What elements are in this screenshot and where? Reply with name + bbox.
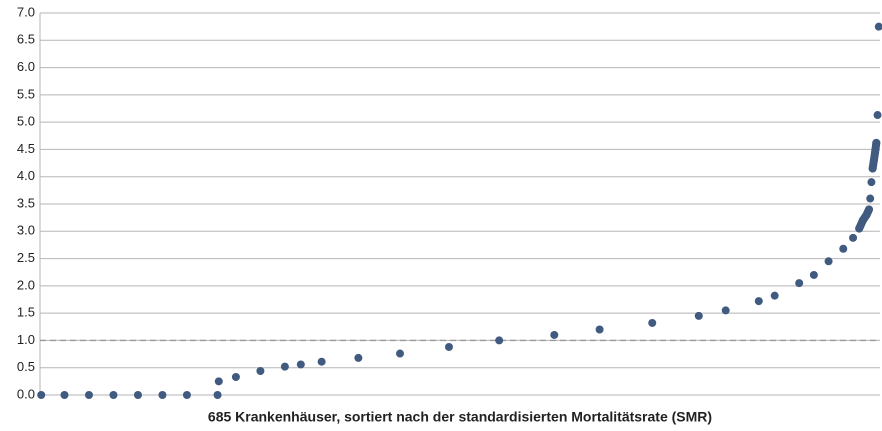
data-point bbox=[60, 391, 69, 399]
data-point bbox=[84, 391, 93, 399]
data-point bbox=[839, 244, 848, 253]
y-tick-label: 3.0 bbox=[17, 223, 35, 238]
data-point bbox=[868, 164, 877, 173]
data-point bbox=[396, 349, 404, 358]
data-point bbox=[495, 336, 504, 345]
y-tick-label: 7.0 bbox=[17, 4, 35, 19]
data-point bbox=[550, 330, 559, 339]
data-point bbox=[871, 148, 880, 157]
data-point bbox=[280, 362, 289, 371]
data-point bbox=[855, 224, 864, 233]
data-point bbox=[37, 391, 46, 399]
data-point bbox=[874, 22, 882, 31]
y-tick-label: 2.0 bbox=[17, 277, 35, 292]
data-point bbox=[824, 257, 833, 266]
data-point bbox=[809, 270, 818, 279]
y-tick-label: 2.5 bbox=[17, 250, 35, 265]
data-point bbox=[795, 279, 804, 288]
y-tick-label: 4.5 bbox=[17, 141, 35, 156]
data-point bbox=[133, 391, 142, 399]
data-point bbox=[867, 178, 876, 187]
y-tick-label: 5.0 bbox=[17, 114, 35, 129]
data-point bbox=[354, 353, 363, 362]
data-point bbox=[866, 194, 875, 203]
y-tick-label: 3.5 bbox=[17, 195, 35, 210]
data-point bbox=[694, 311, 703, 320]
data-point bbox=[158, 391, 167, 399]
data-point bbox=[864, 205, 873, 214]
data-point bbox=[317, 357, 326, 366]
data-point bbox=[444, 342, 453, 351]
data-point bbox=[231, 372, 240, 381]
y-tick-label: 0.0 bbox=[17, 386, 35, 401]
y-tick-label: 6.0 bbox=[17, 59, 35, 74]
data-point bbox=[182, 391, 191, 399]
y-tick-label: 4.0 bbox=[17, 168, 35, 183]
data-point bbox=[648, 318, 657, 327]
y-tick-label: 6.5 bbox=[17, 32, 35, 47]
data-point bbox=[849, 233, 858, 242]
data-point bbox=[213, 391, 222, 399]
data-point bbox=[754, 297, 763, 306]
y-tick-label: 1.0 bbox=[17, 332, 35, 347]
data-point bbox=[770, 291, 779, 300]
data-point bbox=[595, 325, 604, 334]
data-point bbox=[109, 391, 118, 399]
y-tick-label: 1.5 bbox=[17, 305, 35, 320]
data-point bbox=[869, 156, 878, 165]
data-point bbox=[296, 360, 305, 369]
data-point bbox=[872, 138, 881, 147]
y-tick-label: 0.5 bbox=[17, 359, 35, 374]
data-point bbox=[214, 377, 223, 386]
data-strip bbox=[868, 138, 881, 173]
data-point bbox=[256, 366, 265, 375]
data-point bbox=[721, 306, 730, 315]
x-axis-label: 685 Krankenhäuser, sortiert nach der sta… bbox=[208, 409, 712, 425]
y-tick-label: 5.5 bbox=[17, 86, 35, 101]
data-point bbox=[873, 111, 882, 120]
